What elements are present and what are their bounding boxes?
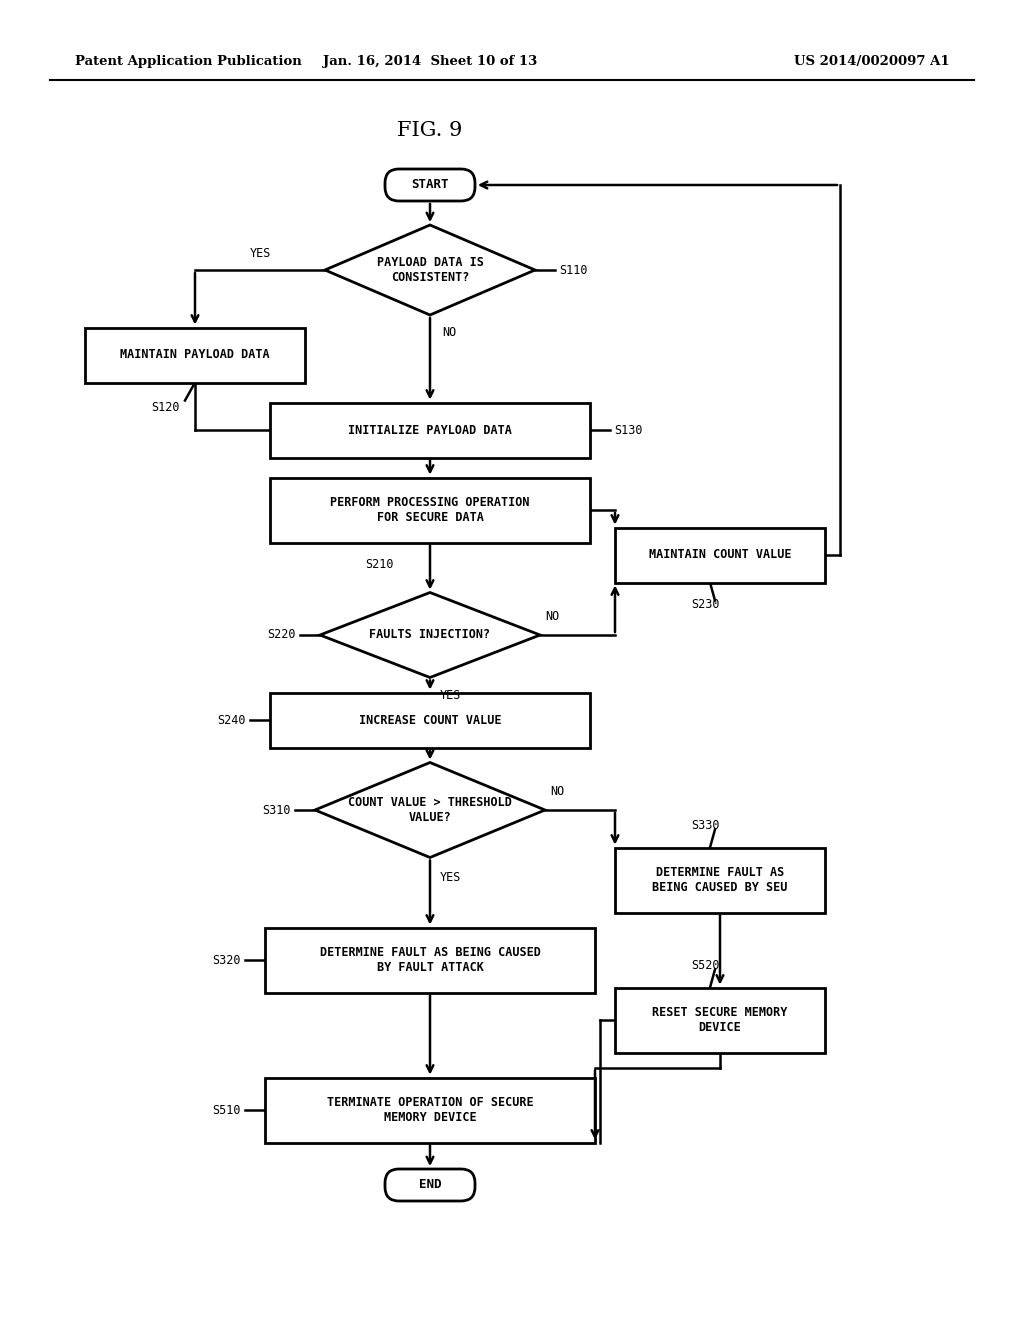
Text: S520: S520	[691, 960, 719, 972]
FancyBboxPatch shape	[265, 1077, 595, 1143]
Text: S120: S120	[151, 401, 179, 414]
Text: S230: S230	[691, 598, 719, 611]
Text: YES: YES	[440, 689, 462, 702]
FancyBboxPatch shape	[270, 478, 590, 543]
Text: NO: NO	[545, 610, 559, 623]
FancyBboxPatch shape	[615, 987, 825, 1052]
FancyBboxPatch shape	[615, 847, 825, 912]
Polygon shape	[319, 593, 540, 677]
Text: US 2014/0020097 A1: US 2014/0020097 A1	[795, 55, 950, 69]
Text: MAINTAIN PAYLOAD DATA: MAINTAIN PAYLOAD DATA	[120, 348, 269, 362]
Text: S130: S130	[614, 424, 642, 437]
Text: COUNT VALUE > THRESHOLD
VALUE?: COUNT VALUE > THRESHOLD VALUE?	[348, 796, 512, 824]
Text: Jan. 16, 2014  Sheet 10 of 13: Jan. 16, 2014 Sheet 10 of 13	[323, 55, 538, 69]
Text: S310: S310	[262, 804, 291, 817]
Text: S110: S110	[559, 264, 588, 276]
Text: DETERMINE FAULT AS
BEING CAUSED BY SEU: DETERMINE FAULT AS BEING CAUSED BY SEU	[652, 866, 787, 894]
Polygon shape	[315, 763, 545, 858]
Text: FIG. 9: FIG. 9	[397, 120, 463, 140]
Text: YES: YES	[440, 871, 462, 884]
FancyBboxPatch shape	[270, 403, 590, 458]
Text: FAULTS INJECTION?: FAULTS INJECTION?	[370, 628, 490, 642]
Text: END: END	[419, 1179, 441, 1192]
FancyBboxPatch shape	[615, 528, 825, 582]
Text: MAINTAIN COUNT VALUE: MAINTAIN COUNT VALUE	[649, 549, 792, 561]
Text: INITIALIZE PAYLOAD DATA: INITIALIZE PAYLOAD DATA	[348, 424, 512, 437]
Text: S330: S330	[691, 818, 719, 832]
Text: PAYLOAD DATA IS
CONSISTENT?: PAYLOAD DATA IS CONSISTENT?	[377, 256, 483, 284]
Text: S510: S510	[213, 1104, 241, 1117]
Text: YES: YES	[249, 247, 270, 260]
Text: INCREASE COUNT VALUE: INCREASE COUNT VALUE	[358, 714, 502, 726]
Polygon shape	[325, 224, 535, 315]
Text: START: START	[412, 178, 449, 191]
FancyBboxPatch shape	[265, 928, 595, 993]
Text: DETERMINE FAULT AS BEING CAUSED
BY FAULT ATTACK: DETERMINE FAULT AS BEING CAUSED BY FAULT…	[319, 946, 541, 974]
Text: S240: S240	[217, 714, 246, 726]
Text: TERMINATE OPERATION OF SECURE
MEMORY DEVICE: TERMINATE OPERATION OF SECURE MEMORY DEV…	[327, 1096, 534, 1125]
FancyBboxPatch shape	[270, 693, 590, 747]
FancyBboxPatch shape	[85, 327, 305, 383]
Text: Patent Application Publication: Patent Application Publication	[75, 55, 302, 69]
Text: S220: S220	[267, 628, 296, 642]
FancyBboxPatch shape	[385, 169, 475, 201]
Text: NO: NO	[550, 785, 564, 799]
FancyBboxPatch shape	[385, 1170, 475, 1201]
Text: PERFORM PROCESSING OPERATION
FOR SECURE DATA: PERFORM PROCESSING OPERATION FOR SECURE …	[331, 496, 529, 524]
Text: NO: NO	[442, 326, 457, 339]
Text: RESET SECURE MEMORY
DEVICE: RESET SECURE MEMORY DEVICE	[652, 1006, 787, 1034]
Text: S320: S320	[213, 953, 241, 966]
Text: S210: S210	[366, 558, 394, 572]
